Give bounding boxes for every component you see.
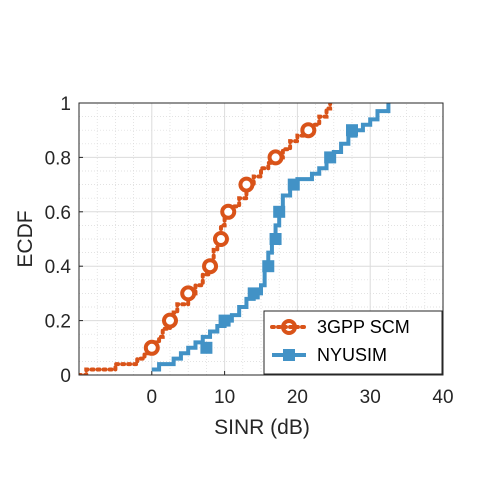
y-tick-label: 0.6 <box>45 203 71 224</box>
data-point-marker <box>200 341 213 354</box>
x-tick-label: 10 <box>214 387 235 408</box>
data-point-marker <box>202 258 219 275</box>
series-nyusim <box>151 103 391 372</box>
data-point-marker <box>273 205 286 218</box>
x-tick-label: 0 <box>147 387 158 408</box>
data-point-marker <box>269 233 282 245</box>
data-point-marker <box>262 260 275 273</box>
data-point-marker <box>300 122 317 139</box>
legend-label-nyusim: NYUSIM <box>317 345 387 365</box>
plot-frame <box>78 102 444 376</box>
legend-marker-3gpp <box>281 319 297 335</box>
y-tick-labels: 0 0.2 0.4 0.6 0.8 1 <box>45 94 72 387</box>
x-axis-label: SINR (dB) <box>214 416 310 439</box>
series-layer <box>79 103 391 375</box>
data-point-marker <box>180 285 197 302</box>
x-tick-label: 20 <box>287 387 308 408</box>
data-point-marker <box>324 151 337 164</box>
data-point-marker <box>287 178 300 191</box>
series-3gpp-scm <box>79 103 333 375</box>
y-tick-label: 1 <box>60 94 71 115</box>
data-point-marker <box>346 124 358 137</box>
x-tick-label: 40 <box>432 387 453 408</box>
data-point-marker <box>162 312 178 329</box>
y-tick-label: 0 <box>60 366 71 387</box>
y-tick-label: 0.2 <box>45 312 71 333</box>
x-tick-label: 30 <box>360 387 381 408</box>
legend-marker-nyusim <box>283 349 295 361</box>
y-axis-label: ECDF <box>14 210 37 267</box>
y-tick-label: 0.8 <box>45 148 71 169</box>
x-tick-labels: 0 10 20 30 40 <box>147 387 454 408</box>
data-point-marker <box>212 231 229 247</box>
legend-label-3gpp: 3GPP SCM <box>317 317 410 337</box>
data-point-marker <box>247 287 260 300</box>
data-point-marker <box>218 314 231 327</box>
data-point-marker <box>267 149 284 166</box>
y-tick-label: 0.4 <box>45 257 72 278</box>
legend: 3GPP SCM NYUSIM <box>263 310 443 375</box>
data-point-marker <box>220 203 237 220</box>
data-point-marker <box>143 339 160 356</box>
data-point-marker <box>238 176 255 193</box>
